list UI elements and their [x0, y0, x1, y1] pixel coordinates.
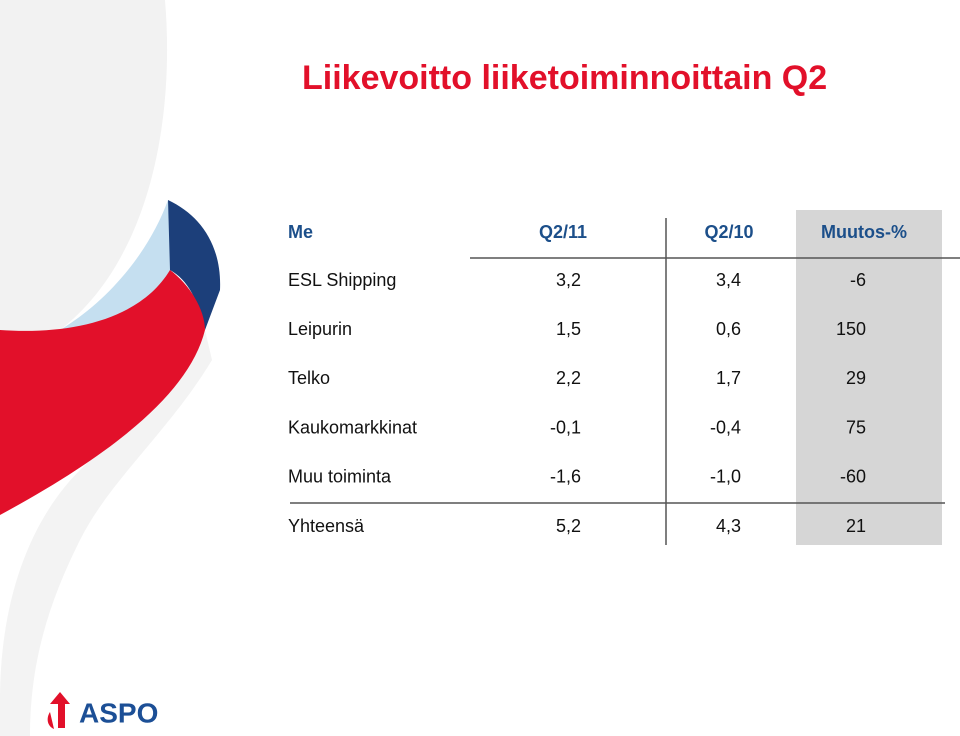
header-cell: Q2/10	[704, 222, 753, 242]
value-cell: 5,2	[556, 516, 581, 536]
value-cell: -0,4	[710, 417, 741, 437]
value-cell: 150	[836, 319, 866, 339]
value-cell: 29	[846, 368, 866, 388]
table: Me Q2/11 Q2/10 Muutos-% ESL Shipping 3,2 3,4 -6…	[288, 222, 907, 536]
value-cell: 3,2	[556, 270, 581, 290]
swoosh-gray	[0, 0, 168, 365]
value-cell: -0,1	[550, 417, 581, 437]
value-cell: -1,0	[710, 467, 741, 487]
ribbon-red	[0, 270, 205, 515]
row-label: Muu toiminta	[288, 467, 392, 487]
header-cell: Me	[288, 222, 313, 242]
highlight-column	[796, 210, 942, 545]
ribbon-blue	[168, 200, 221, 330]
value-cell: -60	[840, 467, 866, 487]
ribbon-light	[60, 200, 172, 330]
value-cell: 1,5	[556, 319, 581, 339]
value-cell: 21	[846, 516, 866, 536]
header-cell: Muutos-%	[821, 222, 907, 242]
value-cell: 0,6	[716, 319, 741, 339]
row-label: Leipurin	[288, 319, 352, 339]
logo-icon	[47, 692, 70, 729]
value-cell: 75	[846, 417, 866, 437]
value-cell: 2,2	[556, 368, 581, 388]
value-cell: -1,6	[550, 467, 581, 487]
row-label: Telko	[288, 368, 330, 388]
row-label: ESL Shipping	[288, 270, 396, 290]
header-cell: Q2/11	[539, 222, 587, 242]
row-label: Kaukomarkkinat	[288, 417, 417, 437]
value-cell: -6	[850, 270, 866, 290]
logo-text: ASPO	[79, 697, 158, 728]
value-cell: 3,4	[716, 270, 741, 290]
value-cell: 1,7	[716, 368, 741, 388]
row-label: Yhteensä	[288, 516, 365, 536]
value-cell: 4,3	[716, 516, 741, 536]
slide-title: Liikevoitto liiketoiminnoittain Q2	[302, 59, 827, 97]
swoosh-gray-3	[0, 330, 212, 736]
